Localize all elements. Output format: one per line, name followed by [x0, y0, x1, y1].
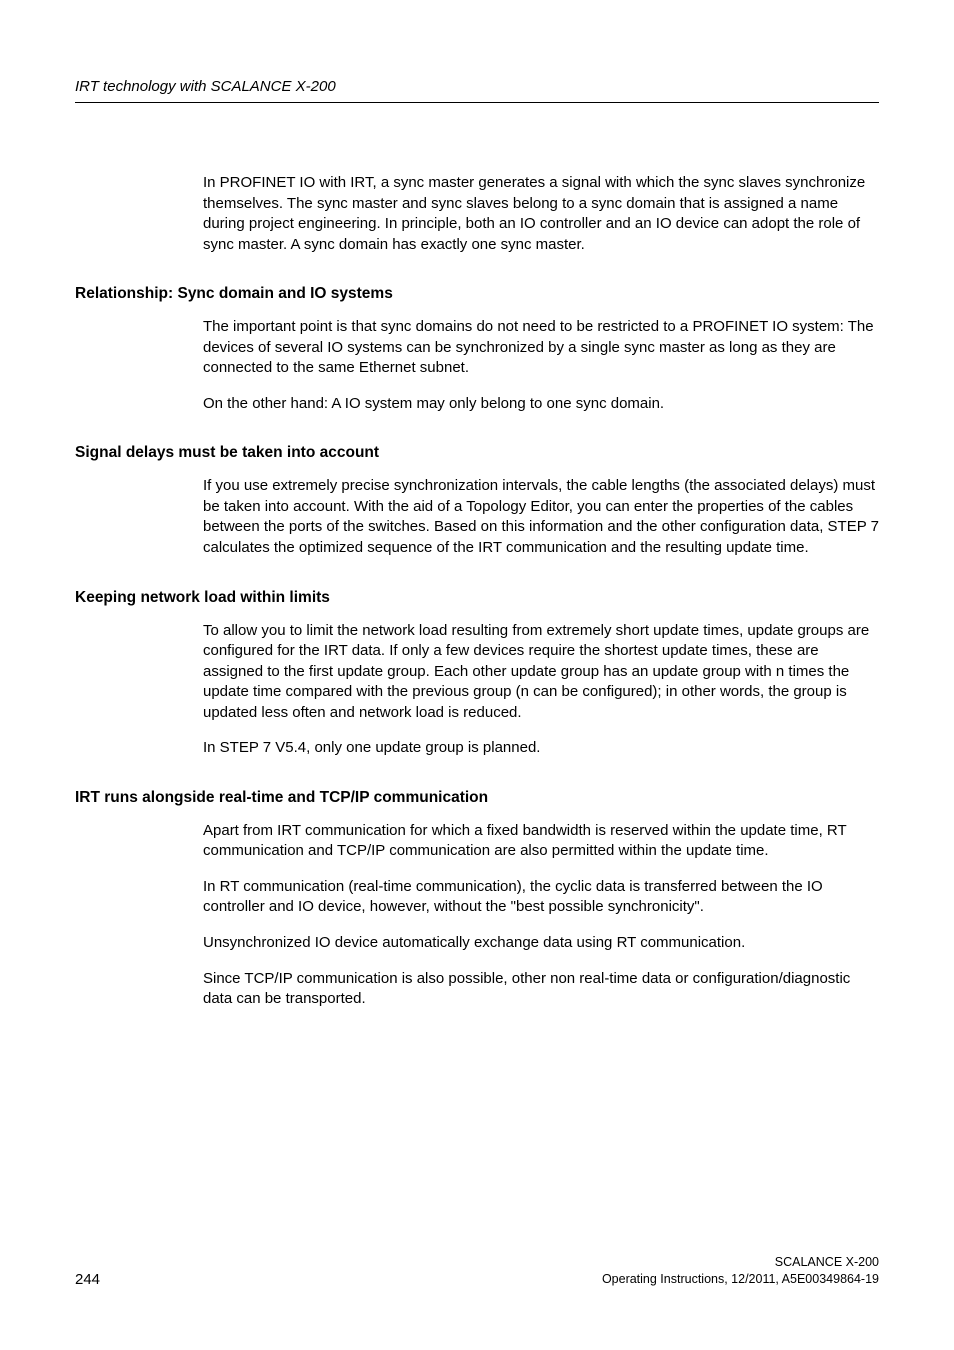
body-paragraph: The important point is that sync domains… — [203, 317, 879, 379]
body-paragraph: Unsynchronized IO device automatically e… — [203, 933, 879, 954]
section-heading: Signal delays must be taken into account — [75, 444, 879, 462]
document-page: IRT technology with SCALANCE X-200 In PR… — [0, 0, 954, 1010]
page-footer: 244 SCALANCE X-200 Operating Instruction… — [75, 1254, 879, 1288]
intro-paragraph: In PROFINET IO with IRT, a sync master g… — [203, 173, 879, 255]
footer-doc-ref: Operating Instructions, 12/2011, A5E0034… — [602, 1271, 879, 1288]
chapter-header: IRT technology with SCALANCE X-200 — [75, 78, 879, 103]
body-paragraph: Since TCP/IP communication is also possi… — [203, 969, 879, 1010]
section-heading: Keeping network load within limits — [75, 589, 879, 607]
body-paragraph: To allow you to limit the network load r… — [203, 621, 879, 724]
footer-doc-info: SCALANCE X-200 Operating Instructions, 1… — [602, 1254, 879, 1288]
body-paragraph: In STEP 7 V5.4, only one update group is… — [203, 738, 879, 759]
section-heading: IRT runs alongside real-time and TCP/IP … — [75, 789, 879, 807]
section-heading: Relationship: Sync domain and IO systems — [75, 285, 879, 303]
body-paragraph: On the other hand: A IO system may only … — [203, 394, 879, 415]
page-number: 244 — [75, 1271, 100, 1288]
body-paragraph: Apart from IRT communication for which a… — [203, 821, 879, 862]
body-paragraph: If you use extremely precise synchroniza… — [203, 476, 879, 558]
footer-doc-title: SCALANCE X-200 — [602, 1254, 879, 1271]
body-paragraph: In RT communication (real-time communica… — [203, 877, 879, 918]
